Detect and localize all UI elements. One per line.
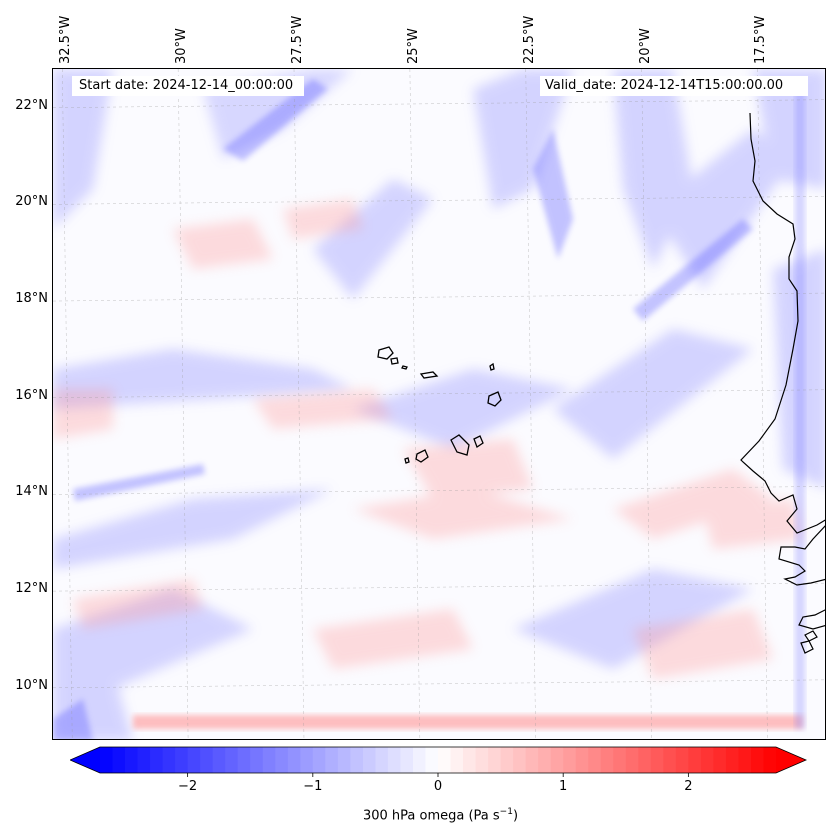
meridian-gridline [757, 69, 768, 739]
colorbar-cell [513, 747, 527, 773]
colorbar-cell [237, 747, 251, 773]
colorbar-cell [125, 747, 139, 773]
colorbar-cell [538, 747, 552, 773]
colorbar-cell [600, 747, 614, 773]
colorbar-cell [713, 747, 727, 773]
colorbar-extend-max [776, 747, 806, 773]
lon-tick-label: 27.5°W [290, 15, 305, 64]
meridian-gridline [293, 69, 305, 739]
colorbar-cell [500, 747, 514, 773]
colorbar-cell [337, 747, 351, 773]
lat-tick-label: 10°N [15, 677, 48, 693]
colorbar-cell [725, 747, 739, 773]
colorbar-cell [688, 747, 702, 773]
colorbar-cell [400, 747, 414, 773]
colorbar-cell [150, 747, 164, 773]
start-date-box [72, 76, 304, 96]
colorbar-cell [187, 747, 201, 773]
colorbar-cell [100, 747, 114, 773]
colorbar-cell [675, 747, 689, 773]
colorbar-cell [362, 747, 376, 773]
colorbar-cell [438, 747, 452, 773]
colorbar [70, 746, 808, 777]
lat-tick-label: 14°N [15, 484, 48, 500]
colorbar-cell [575, 747, 589, 773]
colorbar-cell [588, 747, 602, 773]
west-africa-coastline [740, 112, 825, 654]
lon-tick-label: 30°W [174, 28, 190, 64]
colorbar-cell [525, 747, 539, 773]
start-date-label: Start date: 2024-12-14_00:00:00 [79, 78, 294, 93]
colorbar-cell [387, 747, 401, 773]
lat-tick-label: 18°N [15, 291, 48, 307]
colorbar-cell [350, 747, 364, 773]
colorbar-cell [162, 747, 176, 773]
meridian-gridline [177, 69, 189, 739]
omega-negative-streaks [53, 79, 753, 739]
lat-tick-label: 22°N [15, 97, 48, 113]
map-panel [52, 68, 826, 740]
colorbar-cell [425, 747, 439, 773]
colorbar-cell [225, 747, 239, 773]
colorbar-cell [450, 747, 464, 773]
gridlines [53, 69, 825, 739]
colorbar-tick-label: 2 [684, 779, 693, 794]
colorbar-cell [312, 747, 326, 773]
lat-tick-label: 12°N [15, 581, 48, 597]
meridian-gridline [525, 69, 536, 739]
omega-field-map [53, 69, 825, 739]
colorbar-cell [550, 747, 564, 773]
lon-tick-label: 32.5°W [58, 15, 74, 64]
colorbar-cell [663, 747, 677, 773]
colorbar-tick-label: −2 [178, 779, 198, 794]
lon-tick-label: 17.5°W [753, 15, 769, 64]
colorbar-tick-label: 0 [433, 779, 443, 794]
boundary-negative-strip [795, 89, 805, 729]
colorbar-cell [625, 747, 639, 773]
lon-tick-label: 25°W [405, 28, 421, 64]
colorbar-cell [200, 747, 214, 773]
colorbar-cell [750, 747, 764, 773]
colorbar-tick-label: −1 [303, 779, 323, 794]
colorbar-cell [763, 747, 777, 773]
colorbar-cell [137, 747, 151, 773]
boundary-positive-strip [133, 715, 803, 729]
cape-verde-islands [377, 346, 502, 464]
colorbar-cell [275, 747, 289, 773]
lat-tick-label: 16°N [15, 387, 48, 403]
lat-tick-label: 20°N [15, 194, 48, 210]
colorbar-cell [112, 747, 126, 773]
colorbar-cell [613, 747, 627, 773]
colorbar-cell [488, 747, 502, 773]
meridian-gridline [62, 69, 73, 739]
colorbar-tick-label: 1 [559, 779, 568, 794]
meridian-gridline [409, 69, 421, 739]
colorbar-cell [300, 747, 314, 773]
colorbar-cell [250, 747, 264, 773]
colorbar-cell [738, 747, 752, 773]
colorbar-cell [638, 747, 652, 773]
colorbar-cell [563, 747, 577, 773]
lon-tick-label: 20°W [637, 28, 653, 64]
colorbar-cell [700, 747, 714, 773]
colorbar-cell [325, 747, 339, 773]
colorbar-cell [262, 747, 276, 773]
colorbar-cell [287, 747, 301, 773]
colorbar-cell [212, 747, 226, 773]
lon-tick-label: 22.5°W [521, 15, 537, 64]
colorbar-cell [412, 747, 426, 773]
colorbar-label: 300 hPa omega (Pa s−1) [362, 807, 519, 824]
colorbar-cell [175, 747, 189, 773]
omega-positive-bands [53, 199, 803, 679]
colorbar-cell [463, 747, 477, 773]
valid-date-box [540, 76, 808, 96]
colorbar-cell [375, 747, 389, 773]
colorbar-cell [475, 747, 489, 773]
colorbar-extend-min [70, 747, 100, 773]
colorbar-cell [650, 747, 664, 773]
meridian-gridline [641, 69, 652, 739]
valid-date-label: Valid_date: 2024-12-14T15:00:00.00 [545, 78, 784, 93]
